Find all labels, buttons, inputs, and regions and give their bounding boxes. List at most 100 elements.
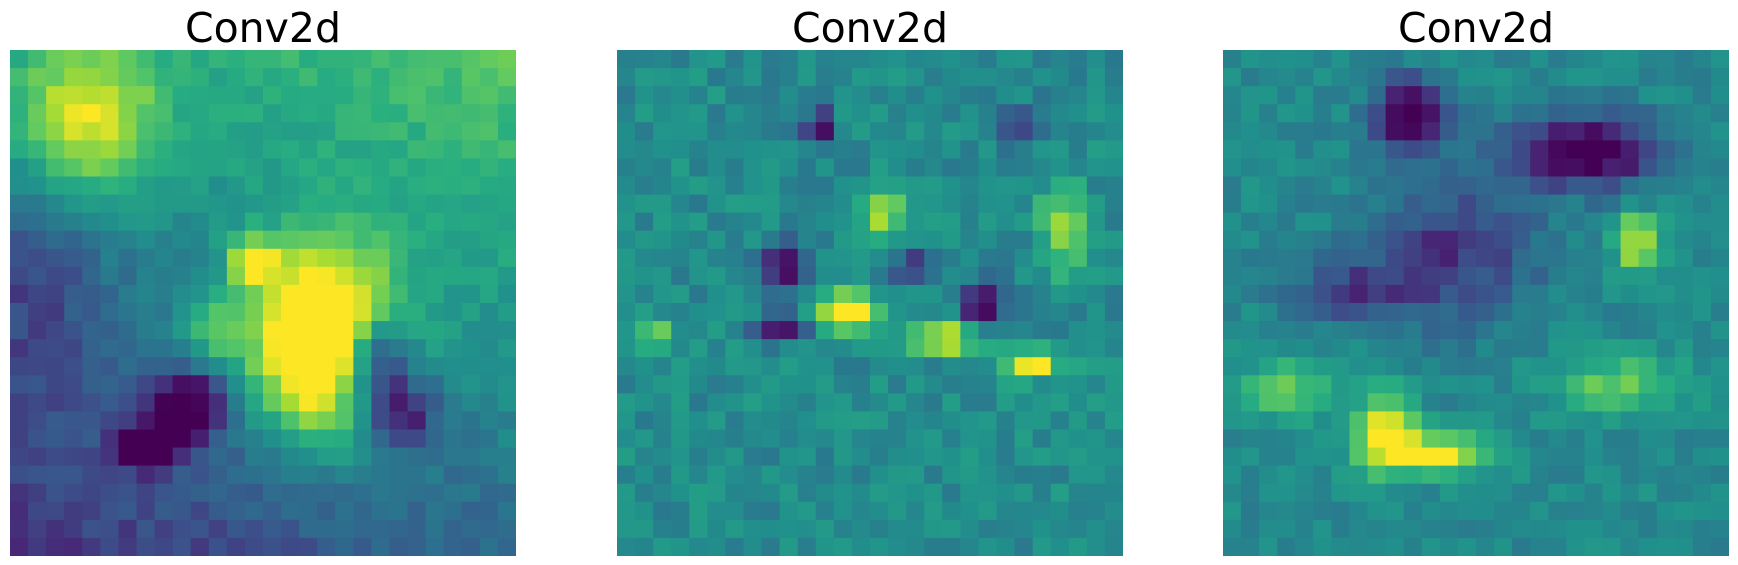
heatmap-cell bbox=[497, 519, 516, 539]
heatmap-cell bbox=[1331, 266, 1351, 286]
heatmap-cell bbox=[10, 537, 29, 556]
heatmap-cell bbox=[1068, 519, 1088, 539]
heatmap-cell bbox=[299, 501, 318, 521]
heatmap-cell bbox=[226, 158, 246, 178]
heatmap-cell bbox=[1259, 411, 1278, 431]
heatmap-cell bbox=[1638, 140, 1658, 160]
heatmap-cell bbox=[389, 465, 409, 485]
heatmap-cell bbox=[1656, 122, 1676, 141]
heatmap-cell bbox=[671, 266, 690, 286]
heatmap-cell bbox=[136, 321, 156, 340]
heatmap-cell bbox=[1367, 122, 1387, 141]
heatmap-cell bbox=[1086, 465, 1106, 485]
heatmap-cell bbox=[960, 303, 980, 322]
heatmap-cell bbox=[888, 194, 907, 214]
heatmap-cell bbox=[1349, 194, 1369, 214]
heatmap-cell bbox=[1674, 230, 1694, 250]
heatmap-cell bbox=[389, 447, 409, 467]
heatmap-cell bbox=[353, 50, 373, 69]
heatmap-cell bbox=[1241, 393, 1260, 413]
heatmap-cell bbox=[1512, 465, 1531, 485]
heatmap-cell bbox=[154, 519, 174, 539]
heatmap-cell bbox=[353, 393, 373, 413]
heatmap-cell bbox=[1638, 303, 1658, 322]
heatmap-cell bbox=[851, 411, 871, 431]
heatmap-cell bbox=[617, 122, 636, 141]
heatmap-cell bbox=[924, 321, 943, 340]
heatmap-cell bbox=[1638, 465, 1658, 485]
heatmap-cell bbox=[1014, 248, 1034, 268]
heatmap-cell bbox=[1331, 158, 1351, 178]
heatmap-cell bbox=[689, 140, 708, 160]
heatmap-cell bbox=[707, 68, 727, 87]
heatmap-cell bbox=[942, 140, 961, 160]
heatmap-cell bbox=[1421, 104, 1441, 123]
heatmap-cell bbox=[617, 68, 636, 87]
heatmap-cell bbox=[1494, 429, 1513, 449]
heatmap-cell bbox=[425, 375, 445, 394]
heatmap-cell bbox=[851, 519, 871, 539]
heatmap-cell bbox=[1385, 230, 1405, 250]
heatmap-cell bbox=[226, 194, 246, 214]
heatmap-cell bbox=[64, 519, 83, 539]
heatmap-cell bbox=[281, 284, 300, 304]
heatmap-cell bbox=[100, 375, 120, 394]
heatmap-cell bbox=[1277, 393, 1296, 413]
heatmap-cell bbox=[389, 266, 409, 286]
heatmap-cell bbox=[1014, 86, 1034, 105]
heatmap-cell bbox=[1104, 357, 1123, 376]
heatmap-cell bbox=[100, 176, 120, 196]
heatmap-cell bbox=[317, 357, 336, 376]
heatmap-cell bbox=[64, 122, 83, 141]
heatmap-cell bbox=[1656, 140, 1676, 160]
heatmap-cell bbox=[1602, 339, 1622, 358]
heatmap-cell bbox=[190, 483, 210, 503]
heatmap-cell bbox=[82, 212, 101, 232]
heatmap-cell bbox=[761, 86, 781, 105]
heatmap-cell bbox=[407, 537, 427, 556]
heatmap-cell bbox=[479, 537, 499, 556]
heatmap-cell bbox=[1349, 122, 1369, 141]
heatmap-cell bbox=[635, 140, 654, 160]
heatmap-cell bbox=[64, 483, 83, 503]
heatmap-cell bbox=[960, 266, 980, 286]
heatmap-cell bbox=[335, 50, 354, 69]
heatmap-cell bbox=[82, 303, 101, 322]
heatmap-cell bbox=[281, 357, 300, 376]
heatmap-cell bbox=[1313, 357, 1333, 376]
heatmap-cell bbox=[1086, 321, 1106, 340]
heatmap-cell bbox=[190, 176, 210, 196]
heatmap-cell bbox=[1385, 140, 1405, 160]
heatmap-cell bbox=[497, 194, 516, 214]
heatmap-cell bbox=[617, 321, 636, 340]
heatmap-cell bbox=[244, 122, 264, 141]
heatmap-cell bbox=[154, 212, 174, 232]
heatmap-cell bbox=[1457, 411, 1477, 431]
heatmap-cell bbox=[1439, 375, 1459, 394]
heatmap-cell bbox=[425, 519, 445, 539]
heatmap-cell bbox=[942, 375, 961, 394]
heatmap-cell bbox=[353, 411, 373, 431]
heatmap-cell bbox=[1032, 501, 1052, 521]
heatmap-cell bbox=[10, 375, 29, 394]
heatmap-cell bbox=[1241, 339, 1260, 358]
heatmap-cell bbox=[1638, 68, 1658, 87]
heatmap-cell bbox=[497, 248, 516, 268]
heatmap-cell bbox=[118, 158, 138, 178]
heatmap-cell bbox=[1494, 321, 1513, 340]
heatmap-cell bbox=[1421, 140, 1441, 160]
heatmap-cell bbox=[924, 284, 943, 304]
heatmap-cell bbox=[82, 176, 101, 196]
heatmap-cell bbox=[906, 266, 925, 286]
heatmap-cell bbox=[1313, 176, 1333, 196]
heatmap-cell bbox=[353, 158, 373, 178]
heatmap-cell bbox=[1367, 212, 1387, 232]
heatmap-cell bbox=[100, 68, 120, 87]
heatmap-cell bbox=[1457, 230, 1477, 250]
heatmap-cell bbox=[1349, 176, 1369, 196]
heatmap-cell bbox=[1512, 176, 1531, 196]
heatmap-cell bbox=[1620, 357, 1640, 376]
heatmap-cell bbox=[1104, 68, 1123, 87]
heatmap-cell bbox=[960, 50, 980, 69]
heatmap-cell bbox=[707, 50, 727, 69]
